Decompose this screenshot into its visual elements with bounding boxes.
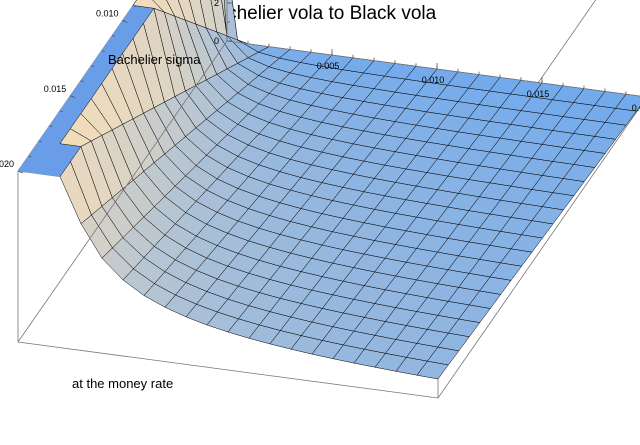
tick-mark	[101, 50, 105, 52]
tick-mark	[59, 110, 63, 113]
y-axis-label: Bachelier sigma	[108, 52, 201, 67]
tick-mark	[49, 125, 53, 128]
tick-mark	[122, 20, 126, 22]
surface	[17, 0, 640, 380]
tick-mark	[70, 95, 74, 98]
surface-patch	[615, 93, 640, 112]
y-tick-label: 0.015	[44, 84, 67, 94]
tick-mark	[80, 80, 84, 83]
x-tick-label: 0.015	[527, 89, 550, 99]
tick-mark	[28, 155, 32, 158]
box-edge	[17, 341, 439, 399]
x-tick-label: 0.010	[422, 75, 445, 85]
y-tick-label: 0.020	[0, 159, 14, 169]
axis-ticks: 0.0050.0100.0150.0200.0000.0050.0100.015…	[0, 0, 640, 174]
tick-mark	[91, 65, 95, 68]
chart-title: Bachelier vola to Black vola	[203, 3, 437, 24]
box-edge	[437, 106, 640, 399]
box-edge	[17, 40, 228, 343]
tick-mark	[132, 5, 137, 7]
z-tick-label: 0	[214, 36, 219, 46]
z-tick-label: 2	[214, 0, 219, 8]
tick-mark	[17, 170, 24, 174]
tick-mark	[38, 140, 43, 143]
tick-mark	[111, 35, 116, 37]
y-tick-label: 0.010	[96, 9, 119, 19]
x-tick-label: 0.020	[632, 103, 640, 113]
x-tick-label: 0.005	[317, 61, 340, 71]
x-axis-label: at the money rate	[72, 376, 173, 391]
